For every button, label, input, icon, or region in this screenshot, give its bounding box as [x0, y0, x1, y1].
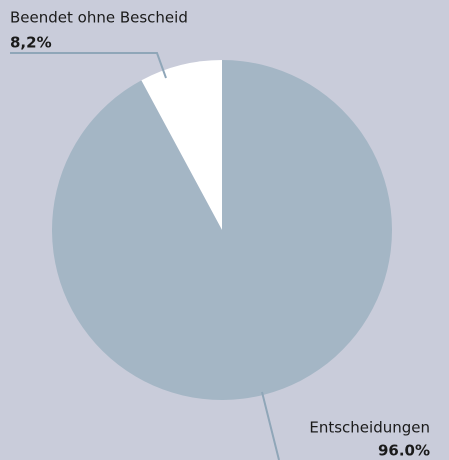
value-label: 8,2%	[10, 34, 52, 52]
leader-line	[10, 52, 167, 79]
value-label: 96.0%	[378, 442, 430, 460]
pie-slice	[141, 60, 222, 230]
slice-label: Entscheidungen	[309, 419, 430, 437]
slice-label: Beendet ohne Bescheid	[10, 9, 188, 27]
leader-line	[261, 391, 280, 460]
pie-slice	[51, 60, 392, 400]
